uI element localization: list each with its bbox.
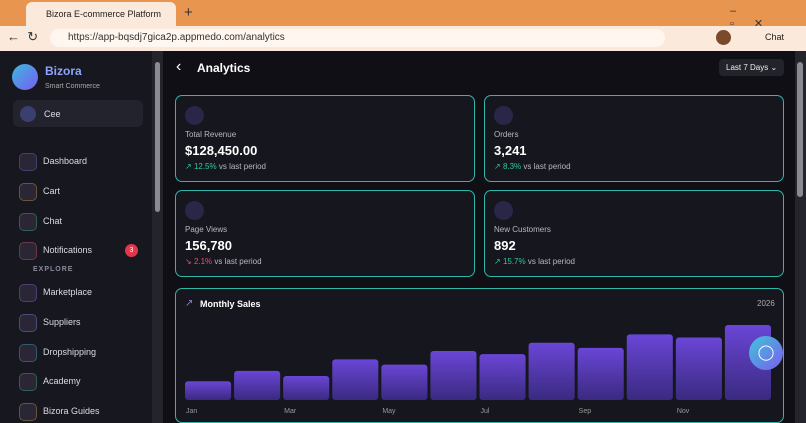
nav-icon bbox=[19, 314, 37, 332]
nav-item[interactable]: Cart bbox=[43, 186, 61, 196]
chart: Jan Mar May Jul Sep Nov bbox=[185, 325, 771, 415]
section-label: EXPLORE bbox=[33, 266, 74, 273]
bar bbox=[381, 364, 428, 400]
nav-item[interactable]: Marketplace bbox=[43, 287, 93, 297]
stat-note: vs last period bbox=[218, 162, 266, 171]
nav-icon bbox=[19, 373, 37, 391]
stat-card bbox=[175, 95, 475, 182]
bar bbox=[626, 334, 673, 400]
arrow: ↗ bbox=[185, 162, 192, 171]
chat-fab[interactable]: ◯ bbox=[749, 336, 783, 370]
bar bbox=[332, 359, 379, 400]
stat-note: vs last period bbox=[523, 162, 571, 171]
user-name: Cee bbox=[44, 109, 61, 119]
user-icon bbox=[20, 106, 36, 122]
scrollbar[interactable] bbox=[795, 51, 806, 423]
nav-icon bbox=[19, 242, 37, 260]
x-tick-label: Sep bbox=[579, 408, 592, 415]
chart-title: Monthly Sales bbox=[200, 299, 261, 309]
stat-value: $128,450.00 bbox=[185, 143, 258, 158]
arrow: ↗ bbox=[494, 257, 501, 266]
nav-icon bbox=[19, 183, 37, 201]
stat-icon bbox=[494, 106, 513, 125]
page-title: Analytics bbox=[197, 61, 251, 75]
nav-icon bbox=[19, 284, 37, 302]
stat-label: Orders bbox=[494, 130, 519, 139]
bar bbox=[577, 347, 624, 400]
nav-icon bbox=[19, 403, 37, 421]
bar bbox=[234, 370, 281, 400]
stat-icon bbox=[185, 106, 204, 125]
bar bbox=[479, 354, 526, 400]
scroll-thumb[interactable] bbox=[155, 62, 160, 212]
chart-year: 2026 bbox=[757, 299, 775, 308]
stat-value: 156,780 bbox=[185, 238, 232, 253]
stat-card bbox=[484, 95, 784, 182]
nav-item[interactable]: Suppliers bbox=[43, 317, 81, 327]
bar bbox=[675, 337, 722, 400]
stat-change: 2.1% bbox=[193, 257, 213, 266]
stat-value: 3,241 bbox=[494, 143, 527, 158]
browser-tab[interactable]: Bizora E-commerce Platform bbox=[26, 2, 176, 26]
nav-icon bbox=[19, 344, 37, 362]
period-select[interactable]: Last 7 Days ⌄ bbox=[719, 59, 784, 76]
stat-icon bbox=[494, 201, 513, 220]
scrollbar[interactable] bbox=[152, 51, 163, 423]
nav-item[interactable]: Notifications bbox=[43, 245, 93, 255]
scroll-thumb[interactable] bbox=[797, 62, 803, 197]
stat-label: Page Views bbox=[185, 225, 228, 234]
stat-card bbox=[484, 190, 784, 277]
url-field[interactable]: https://app-bqsdj7gica2p.appmedo.com/ana… bbox=[50, 29, 665, 47]
stat-note: vs last period bbox=[214, 257, 262, 266]
nav-item[interactable]: Bizora Guides bbox=[43, 406, 100, 416]
stat-value: 892 bbox=[494, 238, 516, 253]
x-tick-label: Jul bbox=[481, 408, 490, 415]
stat-label: Total Revenue bbox=[185, 130, 237, 139]
nav-icon bbox=[19, 213, 37, 231]
period: Last 7 Days bbox=[726, 63, 769, 72]
bar bbox=[528, 342, 575, 400]
stat-label: New Customers bbox=[494, 225, 551, 234]
x-tick-label: May bbox=[382, 408, 396, 415]
stat-change: 12.5% bbox=[193, 162, 217, 171]
bar bbox=[185, 381, 232, 400]
trend-icon: ↗ bbox=[185, 298, 194, 309]
badge: 3 bbox=[125, 244, 138, 257]
arrow: ↗ bbox=[494, 162, 501, 171]
nav-buttons[interactable]: ← ↻ bbox=[7, 29, 39, 44]
stat-change-row: ↗ 15.7% vs last period bbox=[494, 257, 575, 266]
stat-note: vs last period bbox=[527, 257, 575, 266]
arrow: ↘ bbox=[185, 257, 192, 266]
new-tab[interactable]: + bbox=[184, 4, 193, 21]
stat-change-row: ↗ 12.5% vs last period bbox=[185, 162, 266, 171]
tagline: Smart Commerce bbox=[45, 83, 100, 90]
nav-item[interactable]: Dashboard bbox=[43, 156, 88, 166]
logo bbox=[12, 64, 38, 90]
stat-change: 8.3% bbox=[502, 162, 522, 171]
x-tick-label: Mar bbox=[284, 408, 297, 415]
x-tick-label: Jan bbox=[186, 408, 197, 415]
chat-button[interactable]: Chat bbox=[765, 32, 785, 42]
bar bbox=[283, 376, 330, 400]
brand: Bizora bbox=[45, 64, 82, 78]
avatar[interactable] bbox=[716, 30, 731, 45]
nav-item[interactable]: Dropshipping bbox=[43, 347, 97, 357]
stat-change: 15.7% bbox=[502, 257, 526, 266]
stat-change-row: ↗ 8.3% vs last period bbox=[494, 162, 571, 171]
stat-change-row: ↘ 2.1% vs last period bbox=[185, 257, 262, 266]
nav-item[interactable]: Academy bbox=[43, 376, 81, 386]
nav-icon bbox=[19, 153, 37, 171]
bar bbox=[430, 351, 477, 400]
back[interactable]: ‹ bbox=[176, 58, 182, 75]
x-tick-label: Nov bbox=[677, 408, 690, 415]
stat-card bbox=[175, 190, 475, 277]
nav-item[interactable]: Chat bbox=[43, 216, 63, 226]
stat-icon bbox=[185, 201, 204, 220]
